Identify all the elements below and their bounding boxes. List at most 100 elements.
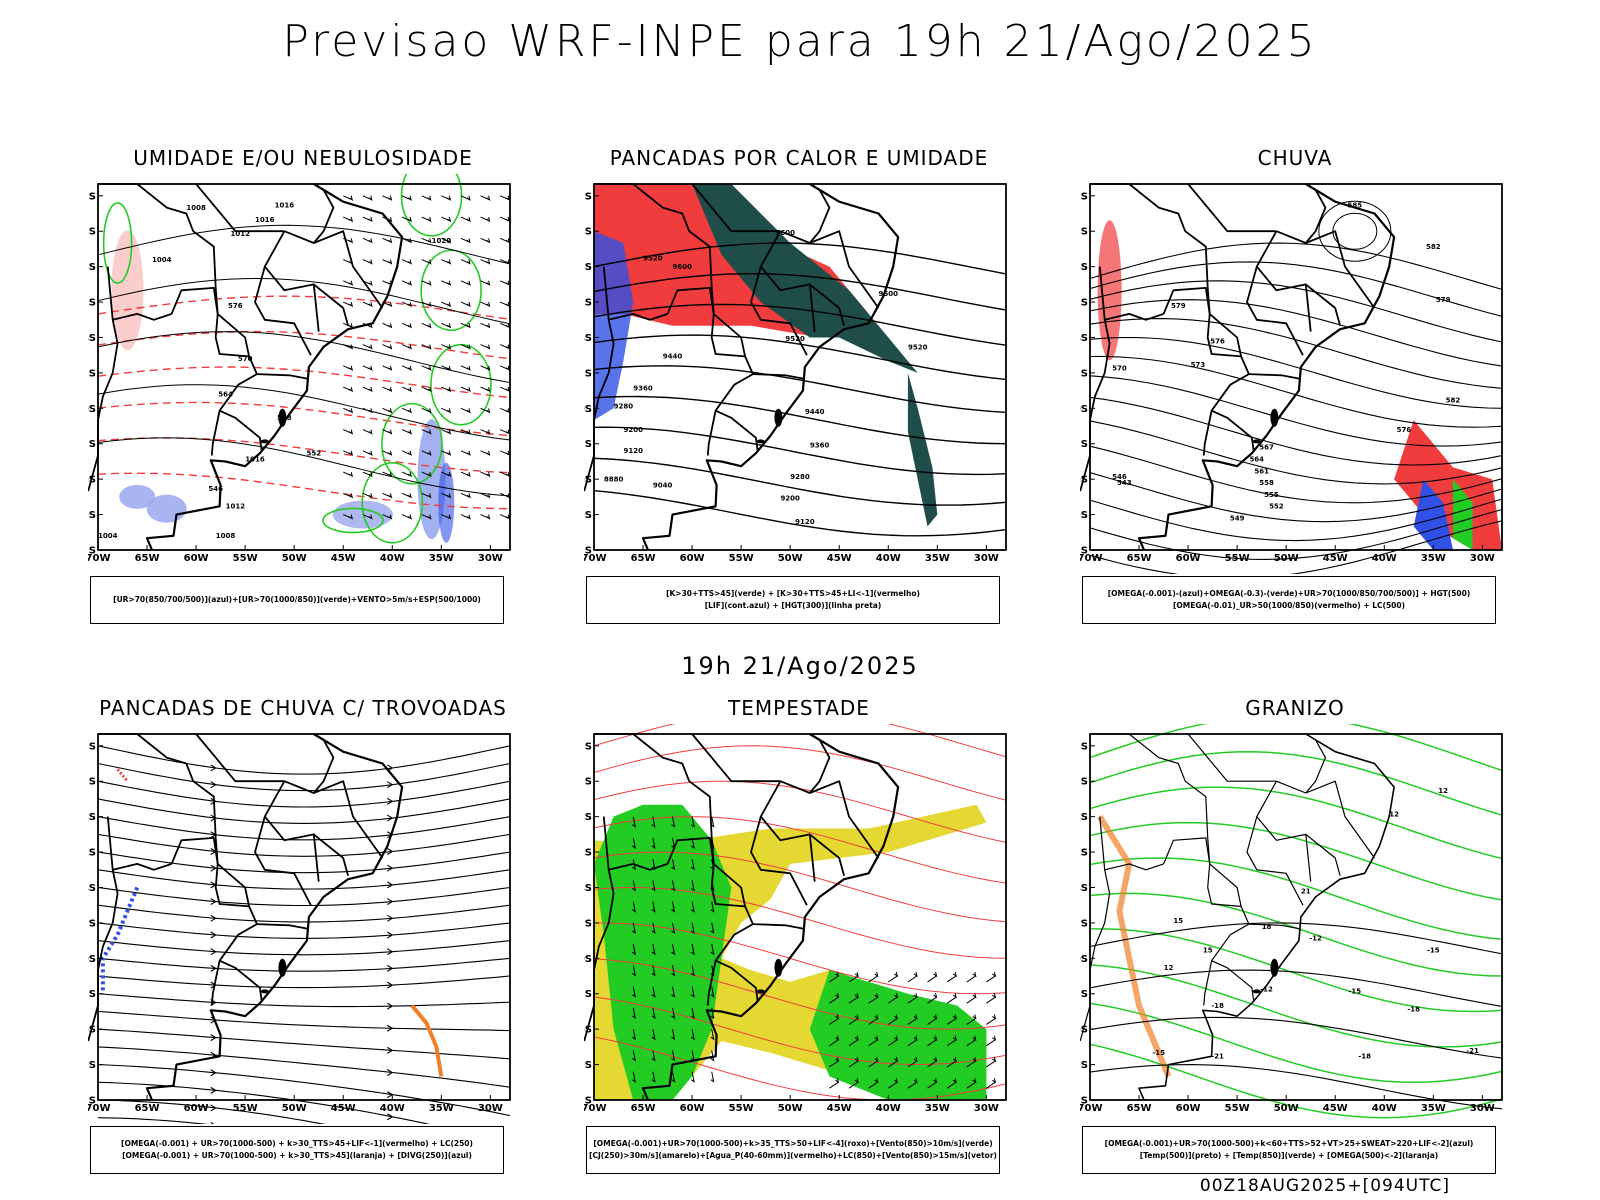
page-title: Previsao WRF-INPE para 19h 21/Ago/2025 bbox=[282, 16, 1318, 67]
wind-vector bbox=[343, 471, 354, 478]
wind-vector bbox=[460, 216, 471, 223]
wind-vector bbox=[671, 944, 676, 956]
lat-tick-label: 30S bbox=[1080, 404, 1088, 415]
lat-tick-label: 21S bbox=[1080, 848, 1088, 859]
isoline bbox=[97, 401, 511, 437]
contour-label: -12 bbox=[1260, 985, 1273, 993]
wind-vector bbox=[848, 1056, 859, 1068]
omega-orange-area bbox=[1097, 815, 1172, 1078]
lon-tick-label: 45W bbox=[331, 553, 356, 564]
wind-vector bbox=[651, 1029, 656, 1041]
lat-tick-label: 12S bbox=[1080, 741, 1088, 752]
lon-tick-label: 50W bbox=[1274, 553, 1299, 564]
wind-vector bbox=[690, 944, 695, 956]
lon-tick-label: 40W bbox=[876, 1103, 901, 1114]
political-border bbox=[1276, 189, 1327, 244]
lat-tick-label: 39S bbox=[1080, 1060, 1088, 1071]
panel-pancadas-calor: PANCADAS POR CALOR E UMIDADE 9520 9600 960… bbox=[584, 146, 1014, 631]
panel-legend: [UR>70(850/700/500)](azul)+[UR>70(1000/8… bbox=[90, 576, 504, 624]
wind-vector bbox=[421, 322, 432, 329]
lat-tick-label: 30S bbox=[584, 954, 592, 965]
panel-legend: [OMEGA(-0.001)+UR>70(1000-500)+k>35_TTS>… bbox=[586, 1126, 1000, 1174]
lat-tick-label: 30S bbox=[584, 404, 592, 415]
contour-label: 576 bbox=[228, 302, 243, 310]
lat-tick-label: 36S bbox=[1080, 1025, 1088, 1036]
wind-vector bbox=[888, 971, 899, 983]
lagoa-mirim bbox=[1252, 989, 1261, 994]
isoline bbox=[593, 426, 1007, 476]
contour-label: -21 bbox=[1211, 1053, 1224, 1061]
lat-tick-label: 27S bbox=[584, 368, 592, 379]
wind-vectors bbox=[343, 195, 510, 520]
panel-title: CHUVA bbox=[1257, 146, 1333, 170]
wind-vector bbox=[421, 344, 432, 350]
isoline bbox=[1089, 261, 1503, 317]
wind-vector bbox=[927, 993, 938, 1004]
lat-tick-label: 24S bbox=[584, 883, 592, 894]
political-border bbox=[809, 833, 845, 876]
lat-tick-label: 36S bbox=[88, 1025, 96, 1036]
contour-label: 9280 bbox=[790, 473, 810, 481]
wind-vector bbox=[651, 1050, 656, 1062]
streamline bbox=[97, 886, 511, 907]
isoline bbox=[1089, 498, 1503, 542]
legend-line: [UR>70(850/700/500)](azul)+[UR>70(1000/8… bbox=[113, 595, 481, 604]
plot-frame bbox=[97, 183, 511, 551]
wind-vector bbox=[499, 301, 510, 308]
wind-vector bbox=[441, 386, 452, 393]
wind-vector bbox=[382, 322, 393, 329]
thunderstorm-red-marks bbox=[116, 768, 129, 783]
lon-tick-label: 55W bbox=[233, 1103, 258, 1114]
panel-trovoadas: PANCADAS DE CHUVA C/ TROVOADAS 12S 15S 18S… bbox=[88, 696, 518, 1181]
streamline-red bbox=[593, 724, 1007, 1101]
lagoa-mirim bbox=[260, 989, 269, 994]
political-border bbox=[1080, 266, 1111, 492]
plot-frame bbox=[593, 733, 1007, 1101]
humidity-blue-core bbox=[438, 462, 455, 543]
wind-vector bbox=[631, 816, 637, 828]
wind-vector bbox=[671, 1029, 676, 1041]
plot-frame bbox=[593, 183, 1007, 551]
contour-label: 9600 bbox=[776, 229, 796, 237]
isoline bbox=[593, 886, 1007, 959]
wind-vector bbox=[460, 280, 471, 286]
lon-tick-label: 35W bbox=[1421, 1103, 1446, 1114]
wind-vector bbox=[651, 816, 656, 828]
lat-tick-label: 30S bbox=[1080, 954, 1088, 965]
lat-tick-label: 33S bbox=[88, 989, 96, 1000]
lat-tick-label: 42S bbox=[88, 546, 96, 557]
isoline bbox=[1089, 520, 1503, 574]
wind-vector bbox=[927, 1056, 938, 1068]
plot-frame bbox=[97, 733, 511, 1101]
streamline-arrow bbox=[387, 1024, 394, 1032]
wind-vector bbox=[401, 450, 412, 456]
isoline bbox=[1089, 1002, 1503, 1084]
streamline-arrow bbox=[387, 898, 394, 906]
wind-vector bbox=[343, 216, 354, 223]
wind-vector bbox=[441, 407, 452, 414]
contour-label: 564 bbox=[218, 391, 233, 399]
lon-tick-label: 35W bbox=[429, 1103, 454, 1114]
contour-label: 570 bbox=[238, 355, 253, 363]
panel-legend: [OMEGA(-0.001) + UR>70(1000-500) + k>30_… bbox=[90, 1126, 504, 1174]
streamline-arrow bbox=[387, 964, 394, 972]
wind-vector bbox=[401, 259, 412, 265]
wind-vector bbox=[631, 965, 637, 977]
contour-label: 1004 bbox=[152, 256, 172, 264]
coastline-borders bbox=[88, 183, 404, 551]
wind-vector bbox=[382, 195, 393, 201]
wind-vector bbox=[480, 344, 491, 350]
isoline bbox=[593, 958, 1007, 1030]
lon-tick-label: 65W bbox=[631, 553, 656, 564]
legend-line: [OMEGA(-0.001) + UR>70(1000-500) + k>30_… bbox=[121, 1139, 473, 1148]
wind-vector bbox=[499, 407, 510, 414]
lat-tick-label: 42S bbox=[1080, 546, 1088, 557]
streamline-arrow bbox=[387, 797, 394, 805]
wind-vector bbox=[671, 816, 676, 828]
wind-vector bbox=[631, 880, 637, 892]
lon-tick-label: 40W bbox=[380, 1103, 405, 1114]
contour-label: 9120 bbox=[795, 518, 815, 526]
streamlines bbox=[97, 745, 511, 1124]
wind-vector bbox=[499, 514, 510, 520]
wind-vector bbox=[382, 386, 393, 393]
